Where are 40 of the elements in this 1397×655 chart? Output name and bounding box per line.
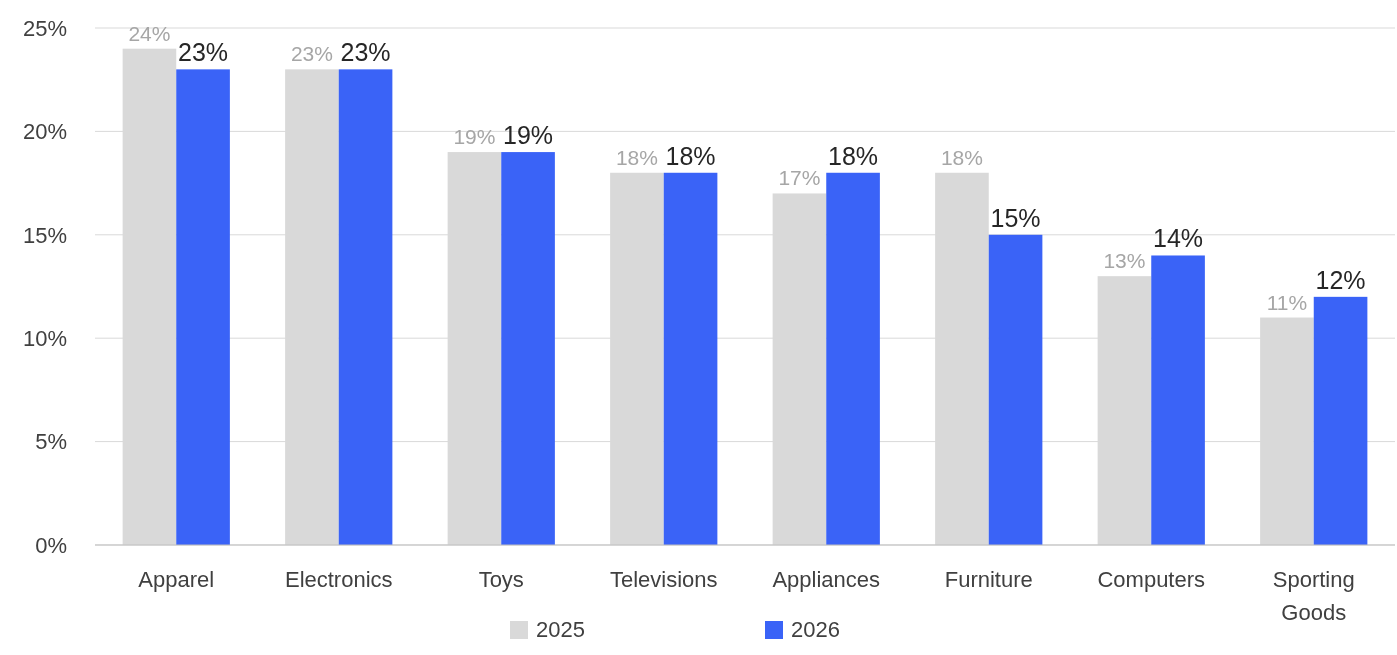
x-tick-label: Furniture: [944, 567, 1033, 592]
data-label: 24%: [128, 21, 171, 45]
data-label: 19%: [503, 121, 554, 150]
x-tick-label: Appliances: [772, 567, 881, 592]
data-label: 13%: [1103, 249, 1146, 273]
data-label: 18%: [665, 141, 716, 170]
x-tick-label: Toys: [478, 567, 524, 592]
bar: [663, 172, 718, 545]
bar: [176, 69, 230, 545]
y-tick-label: 0%: [35, 532, 67, 558]
data-label: 18%: [940, 145, 983, 169]
data-label: 14%: [1153, 224, 1204, 253]
y-tick-label: 20%: [22, 119, 67, 145]
data-label: 12%: [1315, 265, 1366, 294]
data-label: 11%: [1266, 290, 1308, 314]
legend-label: 2025: [536, 617, 585, 642]
x-tick-label: Apparel: [138, 567, 215, 592]
x-tick-label: Sporting Goods: [1272, 567, 1355, 625]
x-tick-label: Televisions: [609, 567, 718, 592]
data-label: 18%: [615, 145, 658, 169]
bar: [1151, 255, 1205, 545]
y-tick-label: 10%: [22, 325, 67, 351]
x-tick-label: Electronics: [284, 567, 393, 592]
data-label: 17%: [778, 166, 821, 190]
bar: [826, 172, 880, 545]
y-tick-label: 25%: [22, 15, 67, 41]
y-tick-label: 15%: [22, 222, 67, 248]
data-label: 19%: [453, 125, 496, 149]
bar: [988, 234, 1043, 545]
legend-label: 2026: [791, 617, 840, 642]
data-label: 18%: [828, 141, 879, 170]
bar: [338, 69, 393, 545]
bar: [1313, 296, 1368, 545]
bar: [501, 152, 555, 545]
data-label: 23%: [178, 38, 229, 67]
data-label: 23%: [290, 42, 333, 66]
data-label: 15%: [990, 203, 1041, 232]
x-tick-label: Computers: [1097, 567, 1206, 592]
y-tick-label: 5%: [35, 429, 67, 455]
data-label: 23%: [340, 38, 391, 67]
